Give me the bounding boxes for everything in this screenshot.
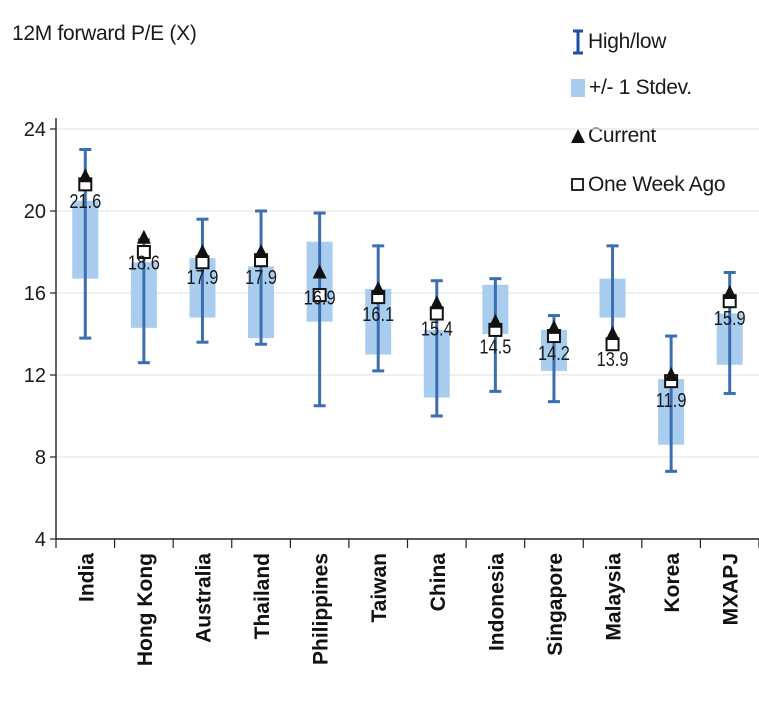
legend-label-highlow: High/low (588, 30, 667, 53)
triangle-icon (571, 129, 585, 143)
legend-label-current: Current (588, 124, 656, 147)
y-axis-title: 12M forward P/E (X) (12, 22, 197, 45)
current-marker (664, 367, 679, 382)
value-label: 15.4 (421, 317, 453, 340)
current-marker (546, 319, 561, 334)
legend-label-stdev: +/- 1 Stdev. (589, 76, 692, 99)
legend-item-highlow: High/low (570, 27, 666, 57)
y-tick-label: 20 (24, 201, 46, 223)
category-label: Singapore (544, 553, 567, 656)
current-marker (195, 244, 210, 259)
category-label: China (427, 553, 450, 612)
gridlines (56, 128, 759, 458)
value-label: 14.2 (538, 341, 570, 364)
category-label: Philippines (310, 553, 333, 665)
y-tick-label: 8 (35, 447, 46, 469)
category-label: Australia (192, 553, 215, 643)
current-marker (605, 326, 620, 341)
value-labels: 21.6 18.6 17.9 17.9 16.9 16.1 15.4 14.5 14.2 13.9… (69, 190, 745, 412)
stdev-legend-icon (571, 79, 585, 97)
category-label: Taiwan (368, 553, 391, 623)
y-tick-label: 4 (35, 529, 46, 551)
highlow-legend-icon (573, 29, 583, 55)
current-marker (254, 244, 269, 259)
category-label: Thailand (251, 553, 274, 639)
category-label: India (75, 553, 98, 602)
current-marker (488, 313, 503, 328)
value-label: 16.1 (362, 302, 394, 325)
category-label: Malaysia (603, 553, 626, 641)
legend-item-stdev: +/- 1 Stdev. (570, 73, 692, 103)
current-marker (312, 264, 327, 279)
value-label: 13.9 (597, 347, 629, 370)
current-marker (371, 280, 386, 295)
value-label: 21.6 (69, 190, 101, 213)
week-ago-marker (312, 288, 327, 303)
high-low-whiskers (79, 148, 736, 473)
value-label: 17.9 (245, 265, 277, 288)
week-ago-marker (136, 245, 151, 259)
value-label: 18.6 (128, 251, 160, 274)
category-label: Hong Kong (134, 553, 157, 666)
legend-label-week-ago: One Week Ago (588, 173, 726, 196)
value-label: 14.5 (479, 335, 511, 358)
markers (78, 168, 737, 389)
y-tick-label: 16 (24, 283, 46, 305)
value-label: 11.9 (656, 388, 687, 411)
current-marker (722, 285, 737, 300)
category-label: MXAPJ (720, 553, 743, 625)
y-tick-label: 24 (24, 119, 46, 141)
current-marker (78, 168, 93, 183)
value-label: 15.9 (714, 306, 746, 329)
axes: 4 8 12 16 20 24 (24, 118, 759, 551)
stdev-bands (72, 200, 743, 445)
value-label: 17.9 (187, 265, 219, 288)
current-marker (429, 295, 444, 310)
current-marker (136, 229, 151, 244)
y-tick-label: 12 (24, 365, 46, 387)
value-label: 16.9 (304, 286, 336, 309)
category-label: Korea (661, 553, 684, 613)
legend-item-current: Current (570, 121, 656, 151)
category-label: Indonesia (485, 553, 508, 651)
category-labels: India Hong Kong Australia Thailand Philippin… (75, 553, 742, 666)
legend-item-week-ago: One Week Ago (570, 170, 726, 200)
square-icon (571, 178, 584, 191)
